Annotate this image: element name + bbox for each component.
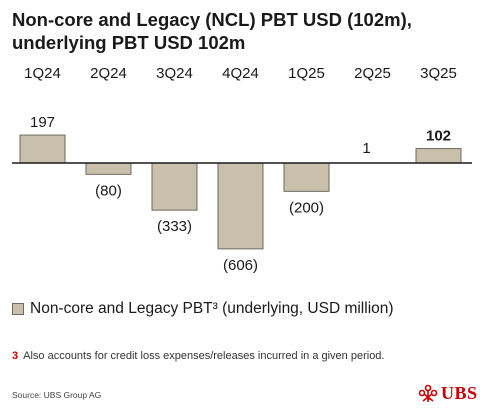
value-label: (80) (95, 182, 122, 199)
category-label: 1Q25 (288, 65, 325, 82)
category-label: 4Q24 (222, 65, 259, 82)
bar (283, 162, 330, 192)
legend-label: Non-core and Legacy PBT³ (underlying, US… (30, 300, 394, 317)
category-label: 2Q24 (90, 65, 127, 82)
bar (217, 162, 264, 250)
legend-swatch (12, 303, 24, 315)
value-label: 1 (362, 140, 370, 157)
category-label: 3Q25 (420, 65, 457, 82)
value-label: (200) (289, 199, 324, 216)
footnote-text: Also accounts for credit loss expenses/r… (23, 350, 385, 362)
value-label: 197 (30, 114, 55, 131)
chart-title: Non-core and Legacy (NCL) PBT USD (102m)… (12, 9, 412, 53)
footnote-number: 3 (12, 350, 19, 362)
value-label: (606) (223, 257, 258, 274)
category-label: 3Q24 (156, 65, 193, 82)
ubs-logo: UBS (418, 383, 478, 404)
bar (415, 148, 462, 164)
source-note: Source: UBS Group AG (12, 390, 102, 400)
legend: Non-core and Legacy PBT³ (underlying, US… (12, 300, 394, 318)
keys-icon (418, 384, 438, 402)
bar (85, 162, 132, 175)
bar (19, 134, 66, 164)
category-label: 2Q25 (354, 65, 391, 82)
logo-text: UBS (441, 383, 478, 403)
category-label: 1Q24 (24, 65, 61, 82)
bar (151, 162, 198, 211)
footnote: 3 Also accounts for credit loss expenses/… (12, 350, 384, 362)
value-label: (333) (157, 218, 192, 235)
bar-chart: 1Q24 197 2Q24 (80) 3Q24 (333) 4Q24 (606) 1Q25 (20… (12, 65, 472, 274)
value-label: 102 (426, 128, 451, 145)
